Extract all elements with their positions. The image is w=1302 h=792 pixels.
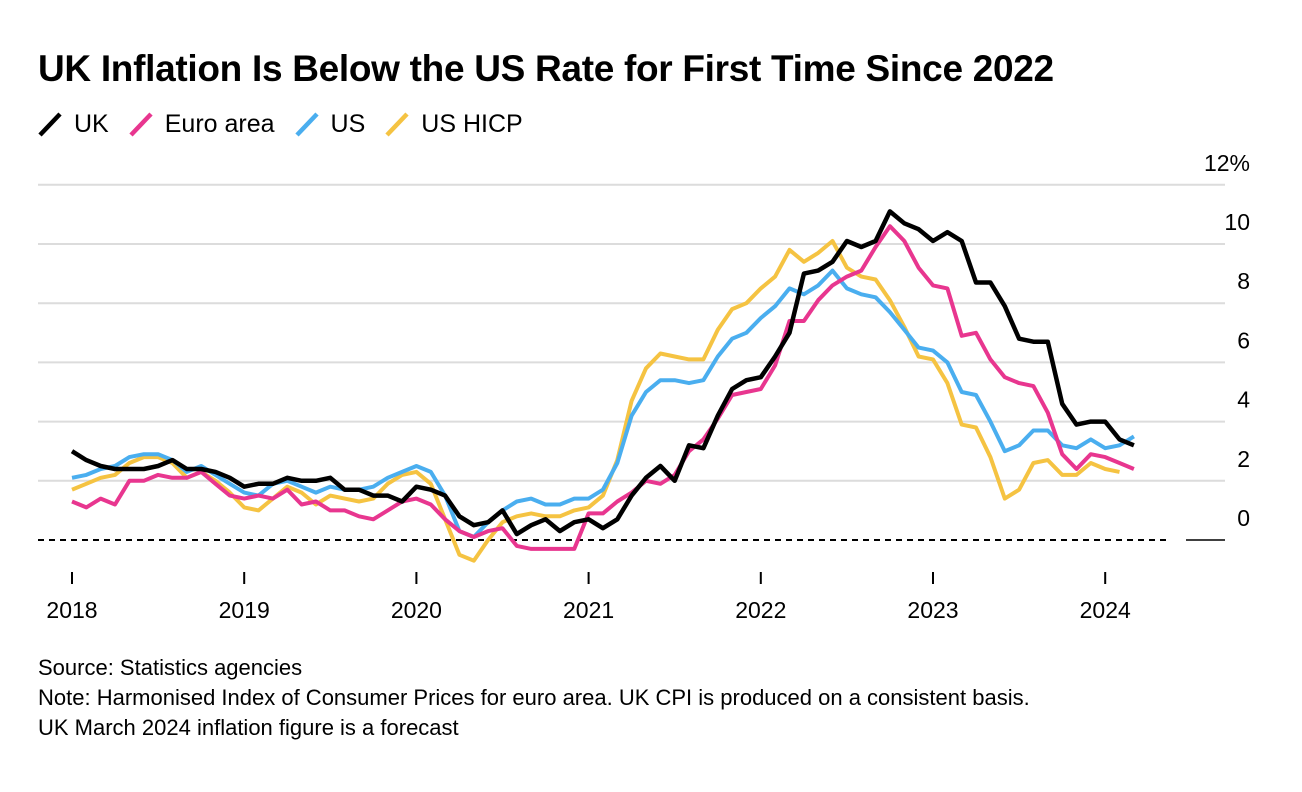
source-note: Source: Statistics agencies xyxy=(38,655,303,680)
series-line-euro-area xyxy=(71,224,1135,551)
legend-swatch-euro-area xyxy=(129,108,153,140)
legend-label-us: US xyxy=(330,109,366,138)
y-tick-label: 6 xyxy=(1237,327,1250,353)
legend-item-euro-area: Euro area xyxy=(129,108,275,140)
x-tick-label: 2020 xyxy=(391,597,442,623)
legend: UK Euro area US US HICP xyxy=(38,108,543,140)
series-line-uk xyxy=(70,209,1135,537)
x-tick-label: 2018 xyxy=(46,597,97,623)
x-tick-label: 2019 xyxy=(219,597,270,623)
legend-item-us: US xyxy=(294,108,366,140)
legend-label-uk: UK xyxy=(74,109,109,138)
y-tick-label: 0 xyxy=(1237,505,1250,531)
legend-label-euro-area: Euro area xyxy=(164,109,275,138)
y-tick-label: 2 xyxy=(1237,446,1250,472)
chart-notes: Source: Statistics agencies Note: Harmon… xyxy=(38,653,1030,743)
x-tick-label: 2024 xyxy=(1080,597,1131,623)
legend-item-us-hicp: US HICP xyxy=(385,108,523,140)
legend-swatch-uk xyxy=(38,108,62,140)
chart-title: UK Inflation Is Below the US Rate for Fi… xyxy=(38,48,1054,89)
y-tick-label: 8 xyxy=(1237,268,1250,294)
x-tick-label: 2022 xyxy=(735,597,786,623)
footnote: Note: Harmonised Index of Consumer Price… xyxy=(38,685,1030,710)
y-tick-label: 4 xyxy=(1237,387,1250,413)
legend-item-uk: UK xyxy=(38,108,109,140)
series-line-us-hicp xyxy=(71,239,1120,563)
legend-swatch-us-hicp xyxy=(385,108,409,140)
forecast-note: UK March 2024 inflation figure is a fore… xyxy=(38,715,459,740)
x-tick-label: 2021 xyxy=(563,597,614,623)
series-line-us xyxy=(71,268,1135,539)
y-tick-label: 10 xyxy=(1224,209,1250,235)
legend-label-us-hicp: US HICP xyxy=(421,109,523,138)
y-tick-label: 12% xyxy=(1204,150,1250,176)
x-tick-label: 2023 xyxy=(907,597,958,623)
legend-swatch-us xyxy=(294,108,319,140)
line-chart: 0 2 4 6 8 10 12% 2018 2019 2020 2021 2022 2023 2024 xyxy=(38,150,1250,623)
